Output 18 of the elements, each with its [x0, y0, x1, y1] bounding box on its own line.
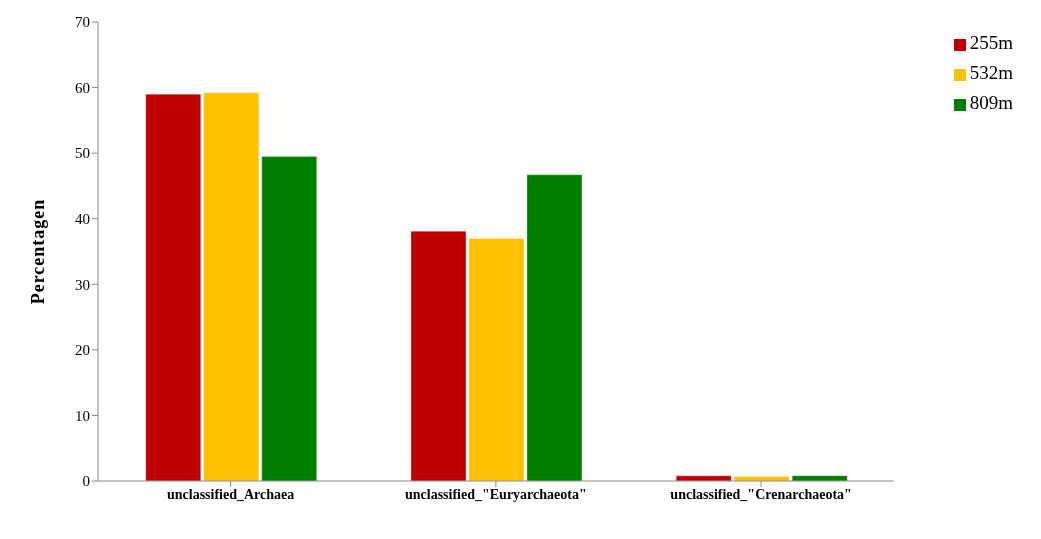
y-tick-label: 30: [75, 276, 90, 293]
y-tick-label: 0: [82, 473, 90, 490]
x-tick-label: unclassified_"Euryarchaeota": [404, 486, 587, 502]
legend-label: 809m: [969, 92, 1013, 113]
bar: [145, 93, 202, 481]
y-tick-label: 10: [75, 407, 90, 424]
bar: [203, 92, 260, 481]
y-tick-label: 20: [75, 342, 90, 359]
bar: [261, 155, 318, 481]
y-tick-label: 70: [75, 14, 90, 31]
y-tick-label: 40: [75, 211, 90, 228]
y-axis-title: Percentagen: [28, 198, 49, 305]
legend-label: 255m: [969, 32, 1013, 53]
legend-label: 532m: [969, 62, 1013, 83]
x-tick-label: unclassified_Archaea: [166, 486, 295, 502]
y-tick-label: 50: [75, 145, 90, 162]
x-tick-label: unclassified_"Crenarchaeota": [670, 486, 852, 502]
y-tick-label: 60: [75, 79, 90, 96]
